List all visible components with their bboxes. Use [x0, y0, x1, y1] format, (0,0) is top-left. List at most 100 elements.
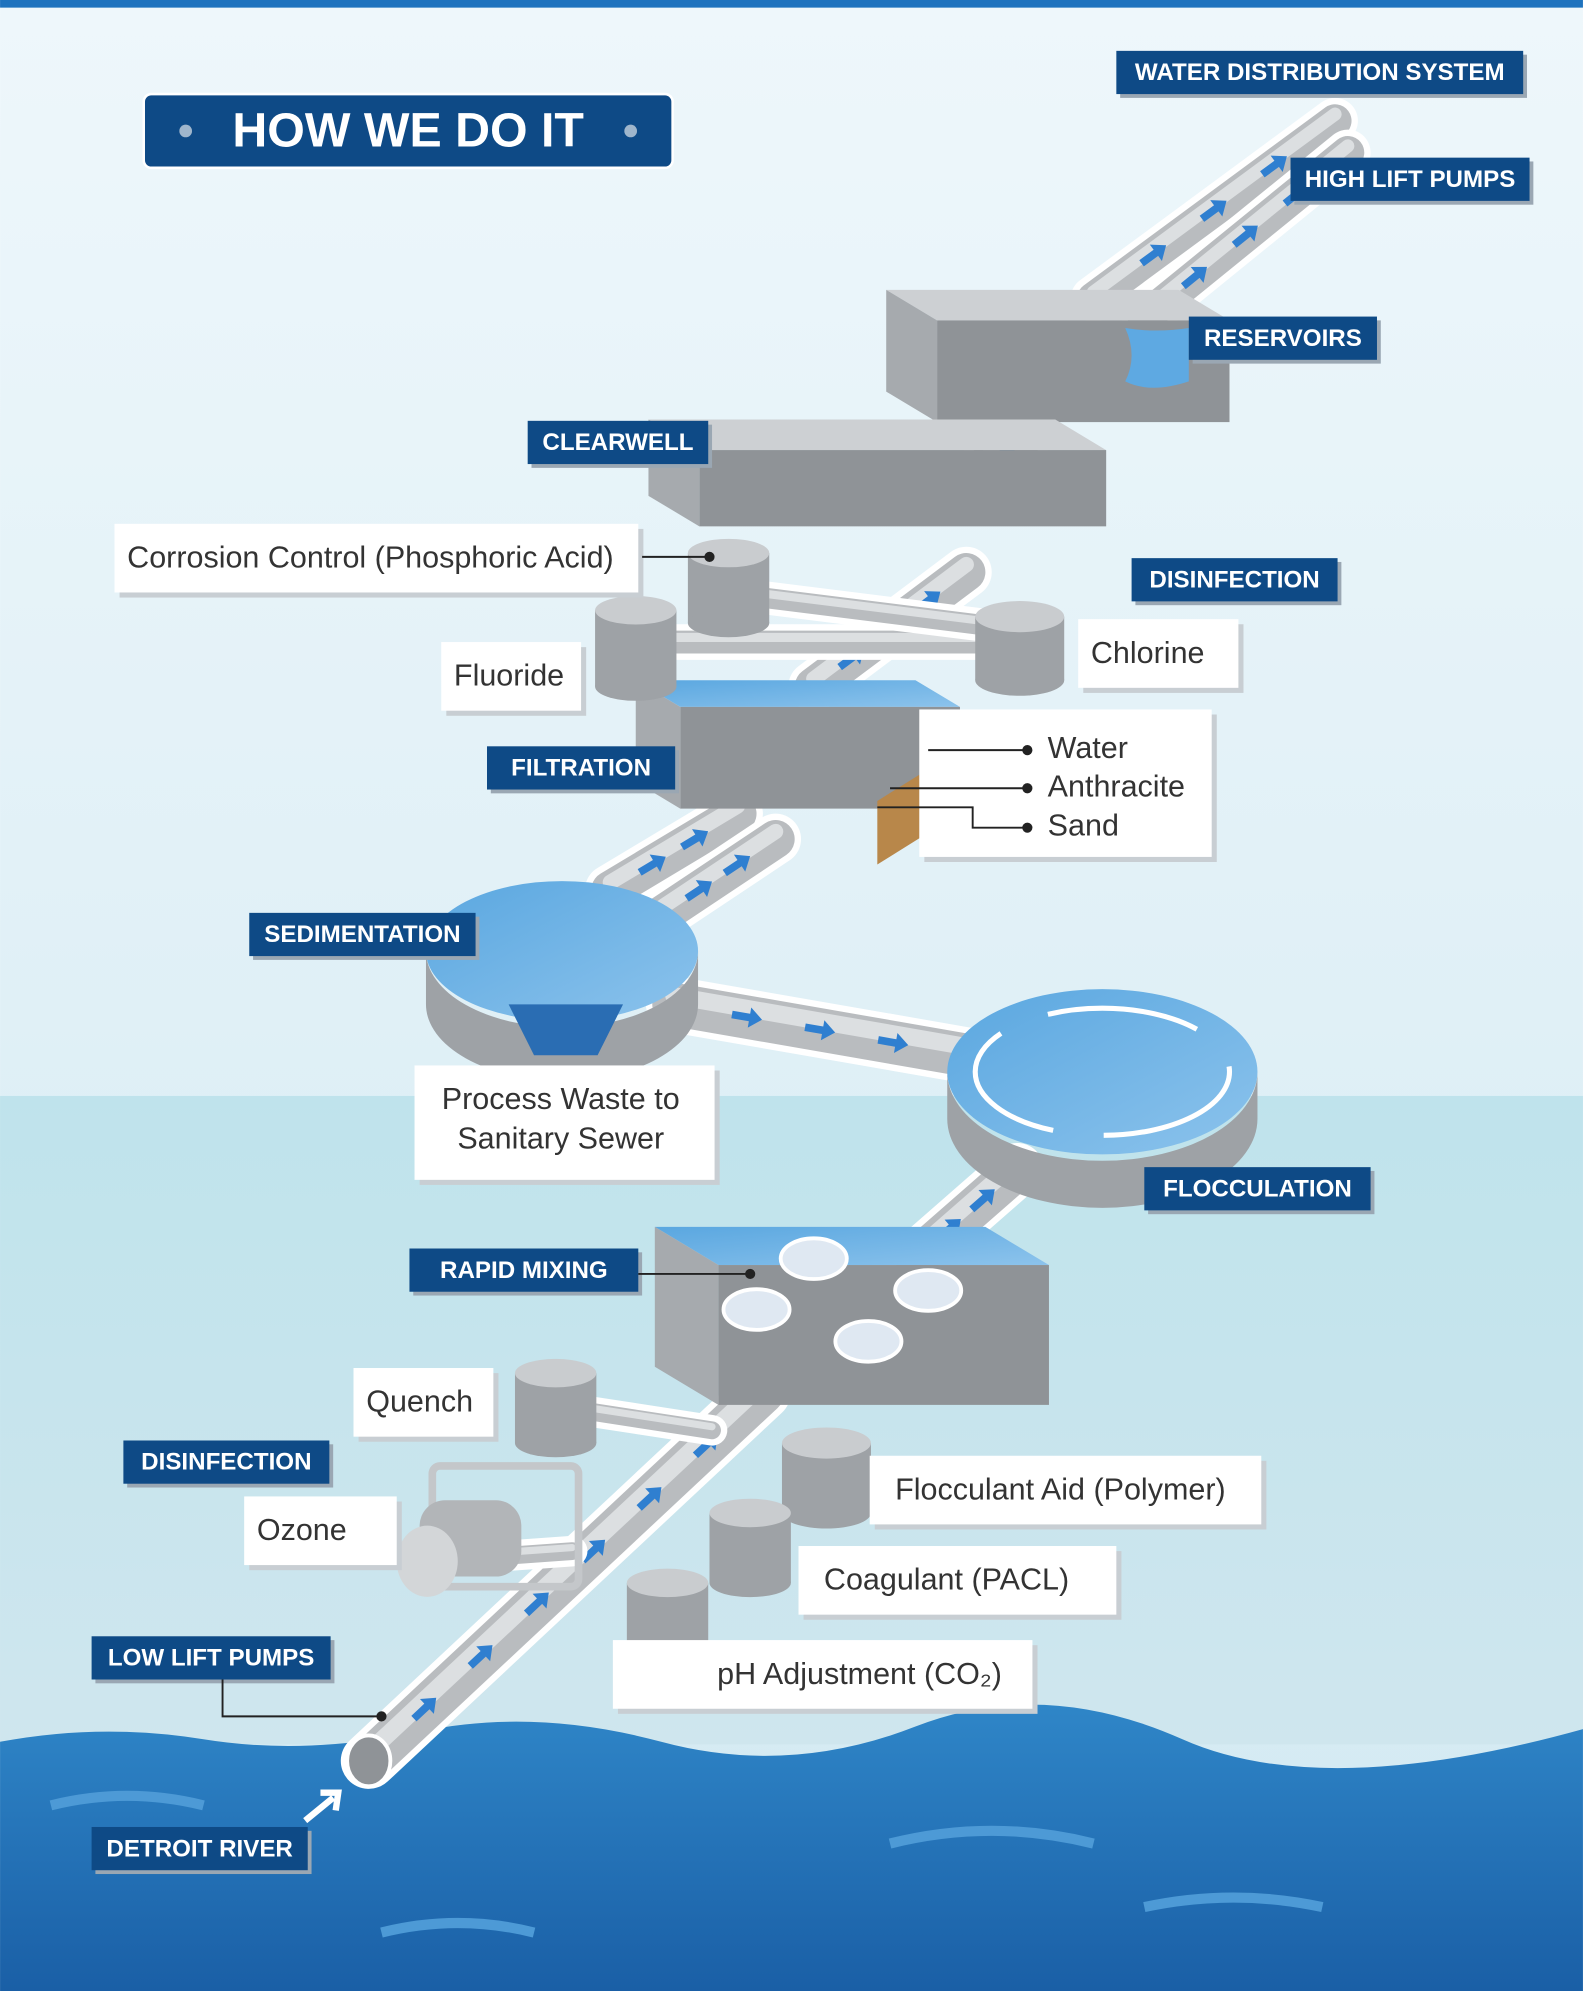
reservoir-water [1125, 328, 1189, 388]
mixer-impeller [778, 1236, 849, 1281]
stage-label: CLEARWELL [542, 429, 693, 456]
callout-box [869, 1455, 1262, 1525]
mixer-top [654, 1226, 1049, 1266]
leader-dot [1022, 822, 1033, 833]
stage-label: HIGH LIFT PUMPS [1305, 166, 1516, 193]
filter-sand [877, 769, 929, 865]
mixer-impeller [893, 1268, 964, 1313]
flow-arrow [1260, 155, 1287, 178]
callout-text: Chlorine [1091, 636, 1205, 670]
tank-top [595, 596, 677, 625]
flow-arrow [684, 880, 713, 902]
stage-label: FILTRATION [511, 755, 651, 782]
river-intake [345, 1733, 393, 1789]
flow-arrow [722, 854, 751, 877]
callout-box [798, 1546, 1117, 1615]
stage-label-box [1290, 157, 1530, 201]
top-bar [0, 0, 1583, 8]
stage-label-box [409, 1248, 639, 1292]
leader-dot [704, 551, 715, 562]
stage-label: DISINFECTION [141, 1449, 311, 1476]
tank-top [687, 538, 770, 568]
pipe-shine [360, 1374, 772, 1761]
sedimentation-tank [425, 951, 699, 1081]
callout-text: Fluoride [454, 659, 564, 693]
leader-dot [376, 1711, 387, 1722]
flow-arrow [637, 854, 666, 876]
mixer-side [654, 1226, 719, 1405]
tank-top [975, 601, 1065, 633]
pipe-shine [602, 798, 746, 890]
callout-text: Flocculant Aid (Polymer) [895, 1472, 1226, 1506]
flow-arrow [969, 1189, 995, 1213]
tank-top [514, 1358, 597, 1388]
filter-layer: Water [1048, 731, 1128, 765]
flow-arrow [411, 1697, 437, 1722]
mixer-impeller [721, 1287, 792, 1332]
flow-arrow [680, 829, 709, 851]
stage-label-box [1131, 558, 1338, 602]
callout-text: Ozone [257, 1513, 347, 1547]
stage-label: RAPID MIXING [440, 1257, 608, 1284]
flow-arrow [1180, 266, 1208, 290]
title-dot [624, 124, 638, 138]
tank-top [626, 1568, 709, 1598]
filter-top [635, 680, 960, 707]
stage-label-box [527, 420, 709, 465]
stage-label-box [249, 912, 476, 957]
title-dot [179, 124, 193, 138]
clearwell-top [648, 419, 1107, 451]
callout-text: Sanitary Sewer [457, 1122, 664, 1156]
ozone-face [396, 1525, 458, 1597]
callout-text: Coagulant (PACL) [824, 1563, 1069, 1597]
callout-box [353, 1368, 494, 1437]
stage-label-box [1144, 1167, 1371, 1211]
stage-label: WATER DISTRIBUTION SYSTEM [1135, 59, 1505, 86]
stage-label: SEDIMENTATION [264, 921, 460, 948]
pipe-shine [665, 987, 975, 1056]
callout-text: Quench [366, 1385, 473, 1419]
clearwell-front [699, 450, 1107, 527]
callout-box [114, 523, 639, 593]
callout-box [919, 709, 1212, 857]
flow-arrow [731, 1007, 763, 1028]
intake-arrow [303, 1789, 342, 1824]
stage-label-box [1116, 50, 1524, 95]
reservoir-side [886, 289, 938, 423]
stage-label: DISINFECTION [1149, 566, 1319, 593]
flocculation-water [947, 989, 1258, 1155]
waves [49, 1790, 1324, 1938]
leader [221, 1679, 382, 1718]
callout-box [612, 1640, 1033, 1709]
filter-layer: Sand [1048, 809, 1119, 843]
pipe-shine [653, 823, 784, 916]
callout-box [1078, 619, 1239, 688]
stage-label: FLOCCULATION [1163, 1175, 1352, 1202]
flow-arrow [580, 1539, 606, 1564]
filter-layer: Anthracite [1048, 769, 1185, 803]
flow-arrow [1231, 225, 1258, 248]
stage-label-box [1188, 316, 1377, 360]
leader-dot [1022, 783, 1033, 794]
callout-text: Corrosion Control (Phosphoric Acid) [127, 540, 614, 574]
river [0, 1704, 1583, 1991]
callout-text: Process Waste to [442, 1082, 680, 1116]
tank-top [781, 1427, 871, 1459]
leader-dot [745, 1268, 756, 1280]
callout-box [244, 1496, 397, 1566]
title: HOW WE DO IT [232, 103, 583, 157]
leader [877, 806, 1028, 829]
tank-bottom [687, 608, 770, 638]
stage-label: DETROIT RIVER [106, 1835, 292, 1862]
flow-arrow [1139, 244, 1167, 267]
reservoir-top [886, 289, 1230, 321]
callout-text: pH Adjustment (CO₂) [717, 1657, 1002, 1691]
flow-arrow [636, 1487, 662, 1511]
sedimentation-water [425, 881, 699, 1021]
flow-arrow [523, 1592, 549, 1617]
tank-bottom [781, 1497, 871, 1529]
flow-arrow [877, 1032, 909, 1053]
callout-box [414, 1065, 715, 1180]
stage-label: LOW LIFT PUMPS [108, 1645, 315, 1672]
